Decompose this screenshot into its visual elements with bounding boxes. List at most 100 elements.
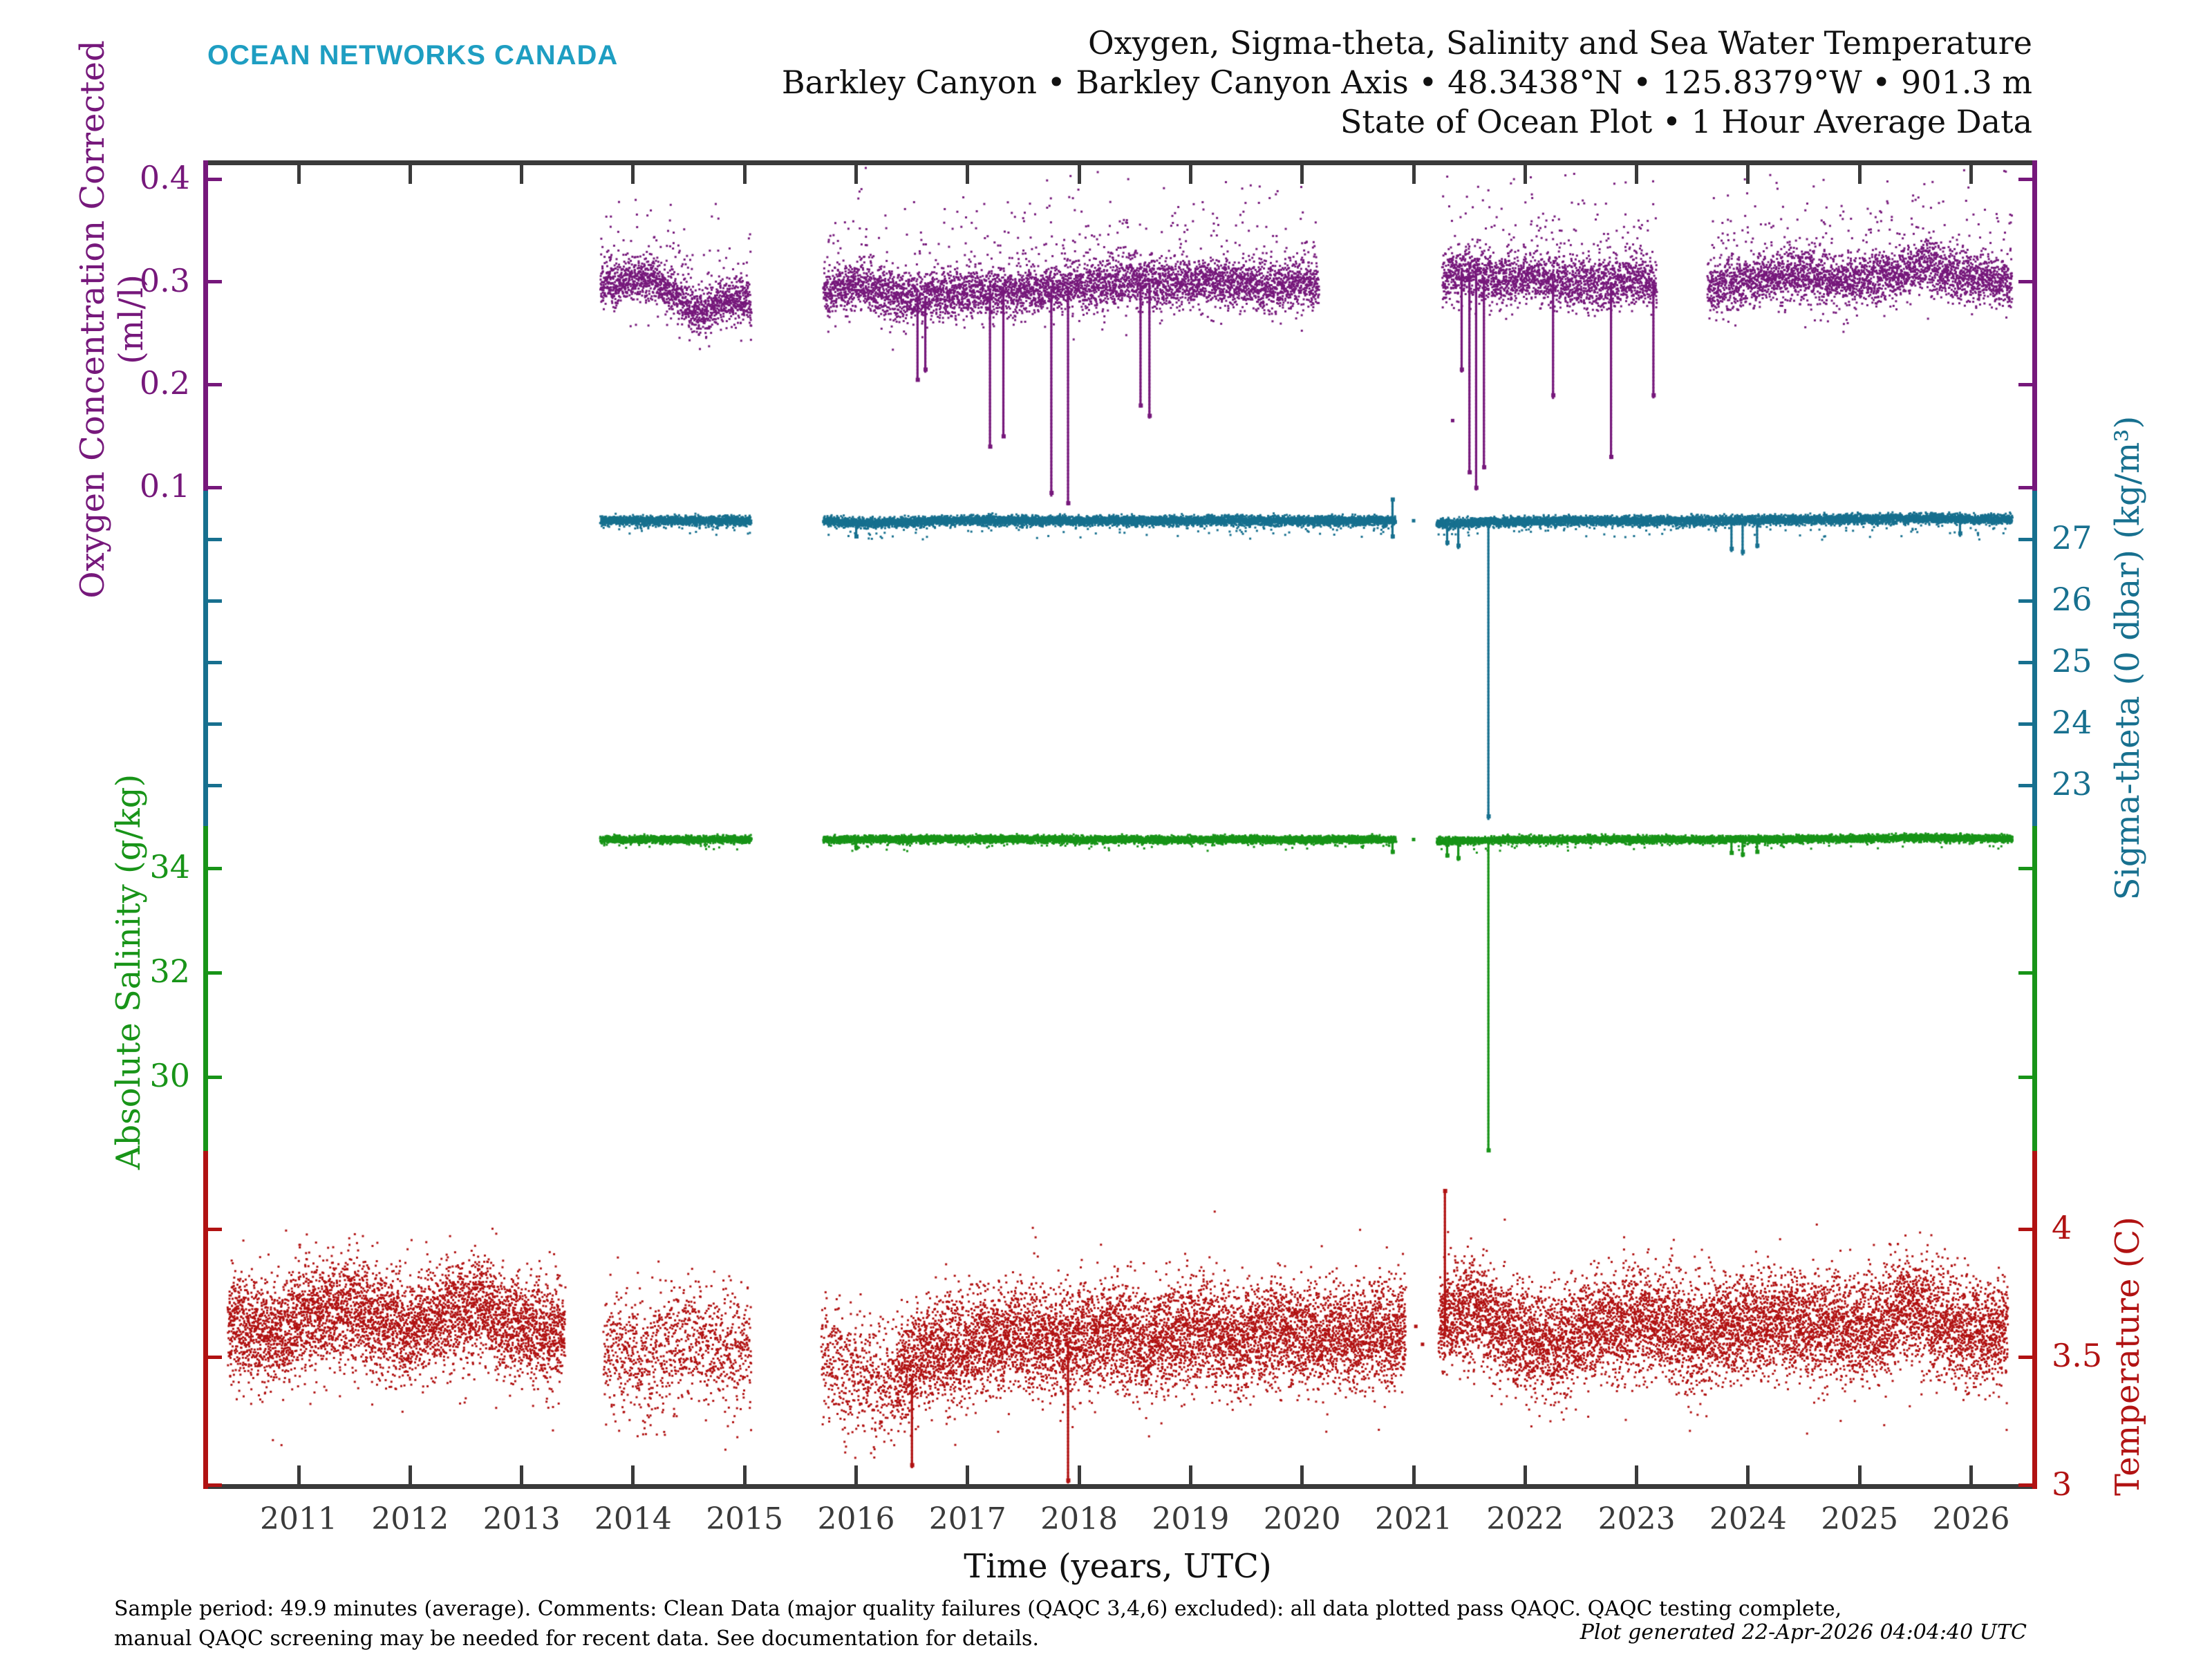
year-tick-bottom	[1412, 1465, 1416, 1484]
sigma-tick-left	[203, 722, 222, 726]
year-tick-top	[1857, 165, 1862, 184]
oxygen-tick-label: 0.2	[139, 364, 190, 402]
oxygen-tick-right	[2018, 382, 2037, 386]
year-tick-bottom	[1635, 1465, 1639, 1484]
year-tick-bottom	[297, 1465, 301, 1484]
salinity-tick-label: 32	[149, 953, 190, 990]
oxygen-tick-label: 0.3	[139, 261, 190, 299]
temperature-tick-label: 3.5	[2052, 1337, 2103, 1375]
year-tick-label: 2021	[1375, 1501, 1452, 1537]
year-tick-bottom	[1523, 1465, 1527, 1484]
oxygen-tick-left	[203, 177, 222, 181]
year-tick-top	[742, 165, 747, 184]
right-spine-salinity-segment	[2032, 826, 2037, 1151]
year-tick-top	[1300, 165, 1304, 184]
year-tick-label: 2012	[371, 1501, 449, 1537]
year-tick-label: 2015	[706, 1501, 784, 1537]
oxygen-axis-title: Oxygen Concentration Corrected (ml/l)	[73, 40, 151, 598]
qaqc-caption: Sample period: 49.9 minutes (average). C…	[114, 1594, 1841, 1653]
salinity-tick-left	[203, 866, 222, 870]
salinity-tick-right	[2018, 866, 2037, 870]
plot-title-line2: Barkley Canyon • Barkley Canyon Axis • 4…	[781, 64, 2032, 101]
right-spine-oxygen-segment	[2032, 160, 2037, 491]
sigma-tick-label: 25	[2052, 642, 2092, 679]
year-tick-bottom	[1746, 1465, 1750, 1484]
oxygen-tick-right	[2018, 485, 2037, 489]
plot-title-line3: State of Ocean Plot • 1 Hour Average Dat…	[1340, 103, 2032, 140]
year-tick-top	[297, 165, 301, 184]
qaqc-caption-line2: manual QAQC screening may be needed for …	[114, 1627, 1039, 1651]
sigma-tick-left	[203, 660, 222, 664]
year-tick-bottom	[1300, 1465, 1304, 1484]
oxygen-axis-title-line2: (ml/l)	[112, 274, 151, 364]
temperature-tick-right	[2018, 1483, 2037, 1488]
salinity-tick-right	[2018, 971, 2037, 975]
sigma-tick-label: 27	[2052, 519, 2092, 556]
year-tick-label: 2020	[1263, 1501, 1341, 1537]
sigma-tick-left	[203, 599, 222, 603]
time-axis-title: Time (years, UTC)	[964, 1547, 1272, 1586]
year-tick-label: 2025	[1821, 1501, 1899, 1537]
oxygen-tick-label: 0.4	[139, 159, 190, 196]
oxygen-tick-left	[203, 280, 222, 284]
year-tick-bottom	[1077, 1465, 1081, 1484]
top-spine	[203, 160, 2037, 165]
salinity-tick-label: 34	[149, 848, 190, 885]
left-spine-salinity-segment	[203, 826, 208, 1151]
year-tick-bottom	[966, 1465, 970, 1484]
year-tick-label: 2013	[482, 1501, 561, 1537]
year-tick-bottom	[520, 1465, 524, 1484]
oxygen-tick-right	[2018, 280, 2037, 284]
temperature-tick-left	[203, 1355, 222, 1359]
salinity-tick-left	[203, 1075, 222, 1079]
year-tick-label: 2011	[260, 1501, 337, 1537]
year-tick-label: 2024	[1709, 1501, 1787, 1537]
temperature-tick-label: 3	[2052, 1465, 2072, 1503]
left-spine-oxygen-segment	[203, 160, 208, 491]
year-tick-top	[966, 165, 970, 184]
sigma-tick-right	[2018, 599, 2037, 603]
year-tick-top	[408, 165, 412, 184]
bottom-spine	[203, 1484, 2037, 1489]
year-tick-top	[1523, 165, 1527, 184]
year-tick-top	[520, 165, 524, 184]
year-tick-label: 2023	[1597, 1501, 1676, 1537]
temperature-tick-left	[203, 1227, 222, 1231]
year-tick-top	[854, 165, 858, 184]
year-tick-top	[1969, 165, 1973, 184]
right-spine-sigma-segment	[2032, 491, 2037, 826]
year-tick-top	[1746, 165, 1750, 184]
sigma-tick-right	[2018, 537, 2037, 541]
temperature-tick-right	[2018, 1355, 2037, 1359]
oxygen-tick-right	[2018, 177, 2037, 181]
year-tick-top	[1188, 165, 1192, 184]
year-tick-label: 2018	[1040, 1501, 1118, 1537]
year-tick-top	[1412, 165, 1416, 184]
year-tick-bottom	[1969, 1465, 1973, 1484]
year-tick-top	[1077, 165, 1081, 184]
oxygen-tick-left	[203, 382, 222, 386]
year-tick-bottom	[1857, 1465, 1862, 1484]
plot-title: Oxygen, Sigma-theta, Salinity and Sea Wa…	[782, 24, 2032, 142]
plot-title-line1: Oxygen, Sigma-theta, Salinity and Sea Wa…	[1087, 24, 2032, 62]
sigma-tick-left	[203, 783, 222, 787]
year-tick-bottom	[742, 1465, 747, 1484]
year-tick-label: 2014	[594, 1501, 672, 1537]
year-tick-label: 2017	[928, 1501, 1006, 1537]
oxygen-axis-title-line1: Oxygen Concentration Corrected	[73, 40, 112, 599]
year-tick-bottom	[1188, 1465, 1192, 1484]
qaqc-caption-line1: Sample period: 49.9 minutes (average). C…	[114, 1597, 1842, 1621]
salinity-tick-label: 30	[149, 1057, 190, 1094]
salinity-tick-right	[2018, 1075, 2037, 1079]
year-tick-label: 2026	[1932, 1501, 2010, 1537]
sigma-tick-label: 24	[2052, 704, 2092, 741]
temperature-tick-label: 4	[2052, 1209, 2072, 1246]
data-points-canvas	[203, 160, 2032, 1489]
right-spine-temperature-segment	[2032, 1151, 2037, 1489]
year-tick-top	[1635, 165, 1639, 184]
year-tick-bottom	[854, 1465, 858, 1484]
year-tick-label: 2019	[1152, 1501, 1230, 1537]
temperature-tick-left	[203, 1483, 222, 1488]
sigma-tick-label: 23	[2052, 765, 2092, 803]
